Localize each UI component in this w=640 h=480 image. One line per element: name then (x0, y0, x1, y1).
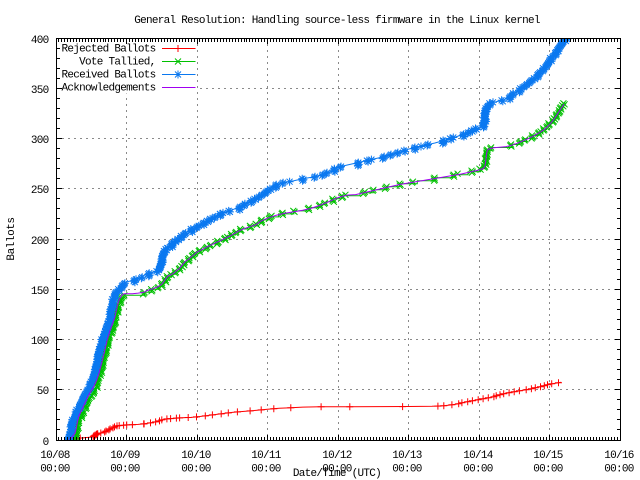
svg-text:0: 0 (43, 437, 49, 449)
svg-text:00:00: 00:00 (110, 464, 140, 476)
svg-text:Vote Tallied,: Vote Tallied, (79, 57, 155, 69)
svg-text:Ballots: Ballots (6, 217, 18, 260)
svg-text:00:00: 00:00 (604, 464, 634, 476)
svg-text:General Resolution: Handling s: General Resolution: Handling source-less… (134, 15, 540, 27)
svg-text:400: 400 (31, 35, 49, 47)
svg-text:300: 300 (31, 135, 49, 147)
svg-text:250: 250 (31, 185, 49, 197)
svg-text:200: 200 (31, 236, 49, 248)
svg-text:Date/Time (UTC): Date/Time (UTC) (293, 468, 381, 480)
svg-text:00:00: 00:00 (463, 464, 493, 476)
svg-text:100: 100 (31, 336, 49, 348)
svg-text:00:00: 00:00 (322, 464, 352, 476)
svg-text:10/13: 10/13 (392, 450, 422, 462)
svg-text:Received Ballots: Received Ballots (61, 70, 155, 82)
svg-text:10/09: 10/09 (110, 450, 140, 462)
svg-text:50: 50 (37, 386, 49, 398)
svg-text:Acknowledgements: Acknowledgements (61, 83, 155, 95)
svg-text:00:00: 00:00 (251, 464, 281, 476)
svg-text:Rejected Ballots: Rejected Ballots (61, 44, 155, 56)
svg-text:00:00: 00:00 (40, 464, 70, 476)
svg-text:10/11: 10/11 (251, 450, 282, 462)
svg-text:00:00: 00:00 (392, 464, 422, 476)
svg-text:350: 350 (31, 85, 49, 97)
svg-text:00:00: 00:00 (533, 464, 563, 476)
svg-text:10/12: 10/12 (322, 450, 352, 462)
svg-text:10/08: 10/08 (40, 450, 70, 462)
svg-text:10/15: 10/15 (533, 450, 563, 462)
svg-text:150: 150 (31, 286, 49, 298)
svg-text:00:00: 00:00 (181, 464, 211, 476)
svg-text:10/10: 10/10 (181, 450, 211, 462)
svg-text:10/14: 10/14 (463, 450, 494, 462)
svg-text:10/16: 10/16 (604, 450, 634, 462)
